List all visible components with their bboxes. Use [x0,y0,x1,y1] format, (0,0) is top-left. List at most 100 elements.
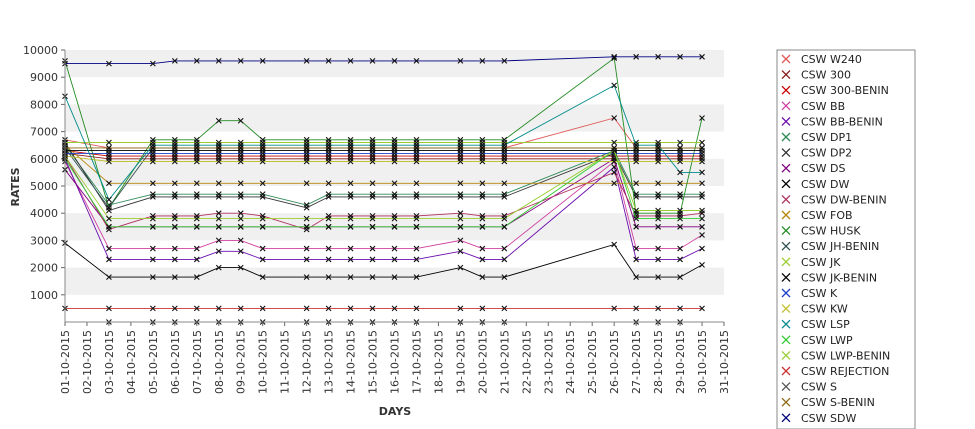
data-point [171,145,178,151]
data-point [237,248,244,255]
legend-item: CSW LSP [781,318,850,331]
data-point [171,57,178,64]
data-point [479,274,486,281]
x-tick-label: 17-10-2015 [410,330,423,394]
data-point [479,256,486,263]
data-point [106,215,112,222]
legend-label: CSW JK-BENIN [801,271,877,284]
data-point [303,204,310,211]
data-point [677,193,683,200]
data-point [106,256,112,263]
data-point [479,245,486,252]
data-point [699,169,705,176]
legend-item: CSW SDW [781,412,856,425]
legend-marker [781,257,791,267]
legend-marker [781,116,791,126]
x-tick-label: 26-10-2015 [608,330,621,394]
data-point [699,223,705,230]
data-point [237,305,244,312]
data-point [413,193,420,200]
legend-item: CSW LWP-BENIN [781,349,890,362]
data-point [611,145,618,151]
grid-band [65,50,724,78]
data-point [171,245,178,252]
data-point [391,274,398,281]
data-point [215,248,222,255]
x-axis-title: DAYS [379,405,412,418]
legend-item: CSW JK [781,256,841,269]
series-line [64,84,702,201]
data-point [325,256,332,263]
data-point [171,274,178,281]
data-point [655,274,661,281]
legend-label: CSW K [801,287,838,300]
data-point [479,145,486,151]
legend-marker [781,101,791,111]
data-point [391,256,398,263]
data-point [259,245,266,252]
data-point [369,305,376,312]
data-point [171,193,178,200]
legend-item: CSW DW [781,178,850,191]
data-point [677,180,683,187]
data-point [457,193,464,200]
data-point [457,264,464,271]
data-point [457,248,464,255]
data-point [193,145,200,151]
data-point [611,139,618,146]
data-point [413,305,420,312]
data-point [193,57,200,64]
legend-label: CSW BB-BENIN [801,115,883,128]
legend-label: CSW 300-BENIN [801,84,889,97]
data-point [611,53,618,60]
data-point [325,57,332,64]
legend-item: CSW DS [781,162,846,175]
data-point [149,60,156,67]
data-point [699,305,705,312]
data-point [106,145,112,151]
data-point [106,223,112,230]
data-point [655,193,661,200]
data-point [215,215,222,222]
data-point [479,57,486,64]
series-18 [62,82,705,203]
data-point [259,274,266,281]
data-point [237,158,244,165]
y-tick-label: 5000 [30,180,58,193]
x-tick-label: 06-10-2015 [169,330,182,394]
data-point [501,150,508,157]
data-point [347,193,354,200]
data-point [501,145,508,151]
series-line [64,152,702,160]
y-tick-label: 10000 [23,44,58,57]
data-point [325,305,332,312]
y-tick-label: 4000 [30,207,58,220]
data-point [149,150,156,157]
x-tick-label: 27-10-2015 [630,330,643,394]
y-tick-label: 6000 [30,153,58,166]
x-tick-label: 08-10-2015 [213,330,226,394]
data-point [259,158,266,165]
legend-item: CSW KW [781,303,848,316]
legend-label: CSW FOB [801,209,853,222]
data-point [655,158,661,165]
data-point [677,223,683,230]
data-point [501,193,508,200]
data-point [149,274,156,281]
data-point [171,215,178,222]
data-point [215,305,222,312]
data-point [457,223,464,230]
data-point [699,139,705,146]
x-tick-label: 03-10-2015 [103,330,116,394]
data-point [193,305,200,312]
data-point [303,215,310,222]
data-point [611,115,618,121]
data-point [633,223,640,230]
data-point [479,305,486,312]
data-point [611,169,618,176]
data-point [699,180,705,187]
data-point [391,180,398,187]
data-point [215,237,222,244]
legend-item: CSW JH-BENIN [781,240,879,253]
